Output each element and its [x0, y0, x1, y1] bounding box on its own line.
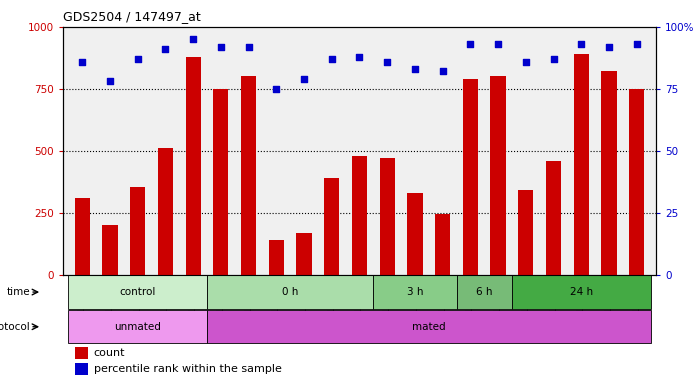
Bar [213, 89, 228, 275]
Point [520, 58, 531, 65]
Point [437, 68, 448, 74]
Bar [207, 275, 373, 309]
Point [160, 46, 171, 52]
Bar [435, 214, 450, 275]
Point [215, 44, 226, 50]
Point [105, 78, 116, 84]
Point [493, 41, 504, 47]
Text: 24 h: 24 h [570, 287, 593, 297]
Bar [75, 347, 88, 359]
Bar [297, 233, 311, 275]
Bar [186, 56, 201, 275]
Point [576, 41, 587, 47]
Text: protocol: protocol [0, 322, 30, 332]
Bar [380, 158, 395, 275]
Bar [373, 275, 456, 309]
Bar [408, 193, 422, 275]
Bar [324, 178, 339, 275]
Point [548, 56, 559, 62]
Bar [512, 275, 651, 309]
Bar [574, 54, 589, 275]
Point [77, 58, 88, 65]
Point [326, 56, 337, 62]
Bar [629, 89, 644, 275]
Text: time: time [6, 287, 30, 297]
Point [299, 76, 310, 82]
Text: mated: mated [412, 322, 445, 332]
Bar [103, 225, 117, 275]
Bar [269, 240, 284, 275]
Point [271, 86, 282, 92]
Text: count: count [94, 348, 125, 358]
Text: control: control [119, 287, 156, 297]
Bar [456, 275, 512, 309]
Bar [130, 187, 145, 275]
Point [382, 58, 393, 65]
Point [354, 53, 365, 60]
Point [603, 44, 614, 50]
Bar [518, 190, 533, 275]
Bar [207, 310, 651, 343]
Point [409, 66, 420, 72]
Bar [352, 156, 367, 275]
Point [631, 41, 642, 47]
Text: percentile rank within the sample: percentile rank within the sample [94, 364, 281, 374]
Text: 3 h: 3 h [407, 287, 423, 297]
Bar [491, 76, 506, 275]
Point [465, 41, 476, 47]
Point [188, 36, 199, 42]
Bar [602, 71, 616, 275]
Bar [241, 76, 256, 275]
Bar [463, 79, 478, 275]
Bar [75, 198, 90, 275]
Text: 6 h: 6 h [476, 287, 493, 297]
Text: unmated: unmated [114, 322, 161, 332]
Text: GDS2504 / 147497_at: GDS2504 / 147497_at [63, 10, 200, 23]
Bar [158, 148, 173, 275]
Text: 0 h: 0 h [282, 287, 298, 297]
Bar [68, 275, 207, 309]
Point [132, 56, 143, 62]
Point [243, 44, 254, 50]
Bar [546, 161, 561, 275]
Bar [68, 310, 207, 343]
Bar [75, 363, 88, 375]
